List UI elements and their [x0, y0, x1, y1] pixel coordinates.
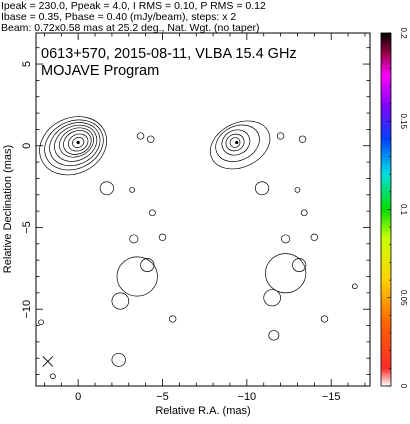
colorbar-ticks: 0 0.05 0.1 0.15 0.2 [387, 27, 408, 389]
contour-blob [263, 289, 281, 307]
contour-blob [99, 181, 114, 196]
contour-level [68, 133, 89, 152]
contour-level [225, 133, 245, 152]
colorbar-tick-label: 0.1 [399, 204, 408, 216]
x-tick-label: 0 [75, 391, 81, 403]
contour-blob [281, 234, 291, 244]
axis-ticks: 0 −5 −10 −15 5 0 −5 −10 [21, 33, 370, 403]
y-tick-label: 5 [21, 61, 33, 67]
colorbar-tick-label: 0 [399, 384, 408, 389]
contour-blob [294, 187, 301, 193]
contour-level [209, 120, 271, 170]
panel-0 [38, 116, 177, 379]
contour-blob [168, 315, 177, 323]
contour-blob [140, 258, 155, 272]
contour-level [63, 130, 92, 155]
header-line-1: Ipeak = 230.0, Ppeak = 4.0, I RMS = 0.10… [1, 0, 266, 12]
contour-level [229, 137, 241, 148]
y-tick-label: −5 [21, 221, 33, 234]
contour-blob [38, 319, 44, 326]
contour-blob [254, 181, 270, 196]
contour-blob [149, 209, 156, 217]
contour-level [49, 122, 101, 167]
beam-marker [42, 356, 54, 367]
contour-blob [158, 233, 167, 241]
plot-frame [35, 32, 371, 387]
contour-blob [298, 135, 307, 143]
x-tick-label: −10 [238, 391, 257, 403]
contour-blob [300, 209, 308, 217]
contour-blob [49, 373, 56, 379]
panel-1 [209, 120, 358, 341]
contour-blob [292, 258, 307, 272]
contour-blob [111, 352, 126, 367]
chart-subtitle: MOJAVE Program [41, 63, 159, 79]
contour-blob [136, 132, 145, 140]
contour-blob [268, 330, 280, 341]
core-marker [76, 140, 80, 145]
contour-blob [265, 253, 307, 294]
contour-level [39, 116, 107, 176]
colorbar-tick-label: 0.05 [399, 290, 408, 306]
contour-level [44, 119, 104, 171]
contour-blob [116, 256, 158, 297]
chart-title: 0613+570, 2015-08-11, VLBA 15.4 GHz [41, 46, 297, 62]
header-line-2: Ibase = 0.35, Pbase = 0.40 (mJy/beam), s… [1, 11, 236, 23]
contour-level [59, 127, 94, 158]
contour-blob [351, 283, 358, 290]
contour-blob [310, 233, 319, 241]
contour-level [221, 129, 251, 156]
x-tick-label: −5 [156, 391, 169, 403]
core-marker [235, 140, 239, 145]
x-tick-label: −15 [322, 391, 341, 403]
contour-blob [276, 132, 285, 140]
plot-area [38, 116, 358, 379]
colorbar-tick-label: 0.15 [399, 113, 408, 129]
y-tick-label: 0 [21, 143, 33, 149]
y-tick-label: −10 [21, 300, 33, 319]
header-line-3: Beam: 0.72x0.58 mas at 25.2 deg., Nat. W… [1, 22, 260, 34]
contour-level [54, 124, 98, 162]
x-axis-label: Relative R.A. (mas) [155, 405, 250, 417]
contour-level [72, 137, 85, 148]
contour-level [215, 124, 260, 162]
y-axis-label: Relative Declination (mas) [2, 145, 14, 273]
contour-blob [129, 234, 139, 244]
contour-blob [129, 187, 136, 193]
contour-blob [146, 135, 155, 143]
contour-blob [111, 292, 130, 310]
colorbar-tick-label: 0.2 [399, 27, 408, 39]
contour-blob [320, 315, 329, 323]
